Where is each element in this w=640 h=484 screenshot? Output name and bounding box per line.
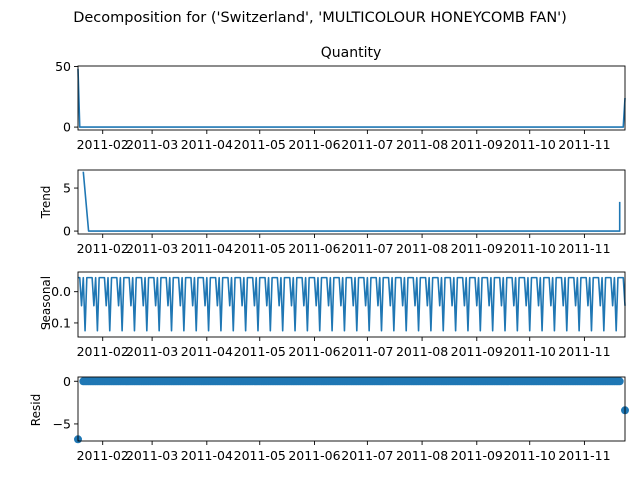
seasonal-xtick-label: 2011-02	[77, 344, 129, 359]
ylabel-trend: Trend	[39, 186, 53, 220]
resid-xtick-label: 2011-11	[558, 448, 610, 463]
resid-ytick-label: −5	[53, 416, 71, 431]
quantity-series-line	[77, 68, 626, 128]
quantity-xtick-label: 2011-04	[181, 137, 233, 152]
resid-axes-frame	[77, 376, 626, 442]
trend-series-line	[82, 171, 621, 232]
quantity-xtick-label: 2011-07	[341, 137, 393, 152]
seasonal-xtick-label: 2011-11	[558, 344, 610, 359]
trend-xtick-label: 2011-03	[126, 241, 178, 256]
resid-xtick-label: 2011-04	[181, 448, 233, 463]
ylabel-resid: Resid	[29, 394, 43, 426]
trend-xtick-label: 2011-08	[396, 241, 448, 256]
trend-xtick-label: 2011-05	[234, 241, 286, 256]
seasonal-xtick-label: 2011-05	[234, 344, 286, 359]
seasonal-ytick-label: 0.0	[51, 284, 71, 299]
trend-xtick-label: 2011-09	[451, 241, 503, 256]
seasonal-xtick-label: 2011-10	[504, 344, 556, 359]
trend-xtick-label: 2011-07	[341, 241, 393, 256]
seasonal-xtick-label: 2011-07	[341, 344, 393, 359]
resid-xtick-label: 2011-09	[451, 448, 503, 463]
resid-xtick-label: 2011-07	[341, 448, 393, 463]
resid-point	[615, 377, 624, 386]
seasonal-xtick-label: 2011-09	[451, 344, 503, 359]
quantity-xtick-label: 2011-09	[451, 137, 503, 152]
seasonal-xtick-label: 2011-04	[181, 344, 233, 359]
quantity-xtick-label: 2011-10	[504, 137, 556, 152]
ylabel-seasonal: Seasonal	[39, 276, 53, 330]
seasonal-ytick-label: −0.1	[41, 315, 71, 330]
trend-xtick-label: 2011-10	[504, 241, 556, 256]
resid-xtick-label: 2011-06	[288, 448, 340, 463]
seasonal-axes-frame	[77, 271, 626, 338]
quantity-xtick-label: 2011-11	[558, 137, 610, 152]
quantity-axes-frame	[77, 65, 626, 131]
quantity-xtick-label: 2011-02	[77, 137, 129, 152]
subplot-title-quantity: Quantity	[321, 45, 382, 61]
quantity-xtick-label: 2011-05	[234, 137, 286, 152]
seasonal-xtick-label: 2011-06	[288, 344, 340, 359]
trend-ytick-label: 5	[63, 181, 71, 196]
seasonal-xtick-label: 2011-03	[126, 344, 178, 359]
seasonal-series-line	[78, 276, 626, 332]
quantity-xtick-label: 2011-08	[396, 137, 448, 152]
resid-xtick-label: 2011-03	[126, 448, 178, 463]
quantity-xtick-label: 2011-03	[126, 137, 178, 152]
trend-axes-frame	[77, 169, 626, 235]
quantity-ytick-label: 50	[55, 59, 71, 74]
resid-xtick-label: 2011-05	[234, 448, 286, 463]
trend-xtick-label: 2011-11	[558, 241, 610, 256]
figure-title: Decomposition for ('Switzerland', 'MULTI…	[73, 10, 567, 26]
trend-xtick-label: 2011-02	[77, 241, 129, 256]
seasonal-xtick-label: 2011-08	[396, 344, 448, 359]
resid-xtick-label: 2011-08	[396, 448, 448, 463]
trend-xtick-label: 2011-06	[288, 241, 340, 256]
resid-xtick-label: 2011-02	[77, 448, 129, 463]
trend-ytick-label: 0	[63, 224, 71, 239]
resid-xtick-label: 2011-10	[504, 448, 556, 463]
quantity-xtick-label: 2011-06	[288, 137, 340, 152]
quantity-ytick-label: 0	[63, 120, 71, 135]
trend-xtick-label: 2011-04	[181, 241, 233, 256]
resid-ytick-label: 0	[63, 374, 71, 389]
